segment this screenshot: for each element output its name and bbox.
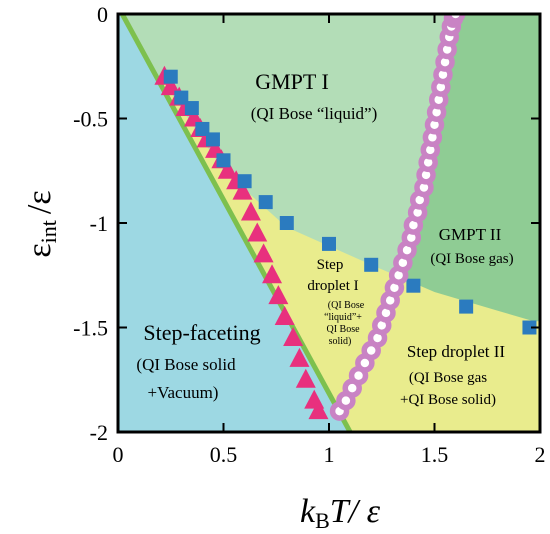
x-axis-title-k: k: [300, 493, 316, 530]
triangle-marker: [253, 243, 274, 263]
square-marker: [216, 153, 231, 168]
triangle-marker: [308, 400, 329, 420]
droplet1-line-2: droplet I: [307, 278, 358, 294]
droplet1-sub-3: QI Bose: [326, 324, 360, 335]
triangle-marker: [289, 347, 310, 367]
square-marker: [522, 320, 537, 335]
y-axis-title: εint/ε: [21, 190, 61, 257]
x-axis-title: kBT/ ε: [300, 493, 381, 533]
y-tick-label: -0.5: [73, 107, 108, 132]
faceting-subtitle-1: (QI Bose solid: [136, 355, 236, 374]
x-tick-label: 1.5: [421, 442, 449, 467]
triangle-marker: [217, 159, 238, 179]
x-tick-label: 1: [324, 442, 335, 467]
triangle-marker: [160, 76, 181, 96]
square-marker: [459, 299, 474, 314]
gmpt1-subtitle: (QI Bose “liquid”): [251, 104, 378, 123]
x-tick-label: 2: [535, 442, 546, 467]
square-marker: [174, 90, 189, 105]
triangle-marker: [295, 368, 316, 388]
droplet2-subtitle-1: (QI Bose gas: [409, 370, 487, 386]
y-axis-title-rest: /ε: [21, 190, 58, 214]
triangle-marker: [262, 264, 283, 284]
droplet2-title: Step droplet II: [407, 342, 506, 361]
square-marker: [184, 101, 199, 116]
square-marker: [205, 132, 220, 147]
triangle-marker: [268, 285, 289, 305]
droplet2-subtitle-2: +QI Bose solid): [400, 392, 496, 408]
square-marker: [322, 236, 336, 251]
y-axis-title-eps: ε: [21, 243, 58, 257]
y-tick-label: 0: [97, 2, 108, 27]
gmpt2-title: GMPT II: [439, 225, 502, 244]
square-marker: [279, 216, 294, 230]
square-marker: [258, 195, 273, 210]
y-axis-title-sub: int: [36, 220, 61, 243]
circle-marker: [445, 14, 466, 24]
droplet1-sub-4: solid): [329, 336, 352, 347]
x-axis-title-rest: T/ ε: [330, 493, 381, 530]
x-tick-label: 0: [113, 442, 124, 467]
droplet1-sub-2: “liquid”+: [324, 312, 362, 323]
gmpt2-subtitle: (QI Bose gas): [430, 251, 513, 267]
x-axis-title-sub: B: [315, 508, 330, 533]
square-marker: [237, 174, 252, 189]
triangle-marker: [274, 306, 295, 326]
x-tick-label: 0.5: [210, 442, 238, 467]
droplet1-sub-1: (QI Bose: [328, 300, 365, 311]
square-marker: [163, 69, 178, 84]
gmpt1-title: GMPT I: [255, 69, 329, 94]
triangle-marker: [283, 326, 304, 346]
triangle-marker: [240, 201, 261, 221]
square-marker: [406, 278, 421, 293]
square-marker: [195, 121, 210, 136]
y-tick-label: -1: [90, 211, 108, 236]
square-marker: [364, 257, 379, 272]
triangle-marker: [247, 222, 268, 242]
faceting-subtitle-2: +Vacuum): [148, 383, 219, 402]
triangle-marker: [232, 180, 253, 200]
y-tick-label: -2: [90, 420, 108, 445]
y-tick-label: -1.5: [73, 316, 108, 341]
faceting-title: Step-faceting: [143, 320, 260, 345]
droplet1-line-1: Step: [317, 257, 344, 273]
